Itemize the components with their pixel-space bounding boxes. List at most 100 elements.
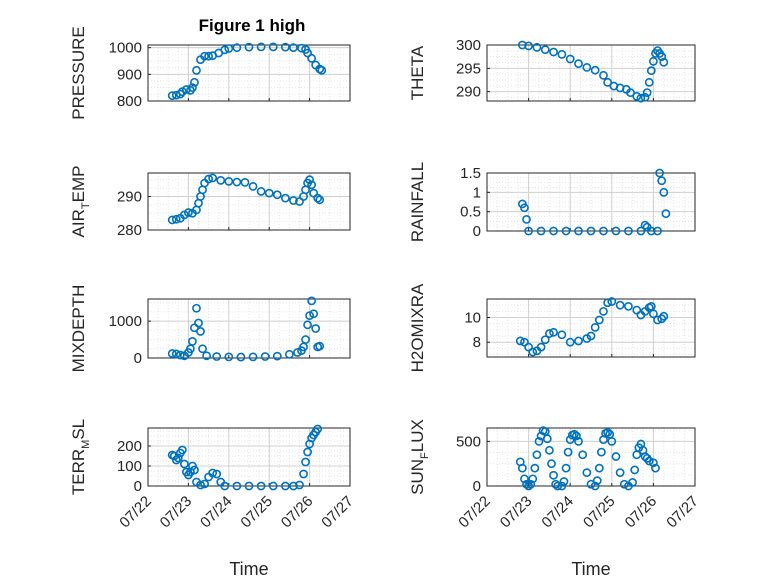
data-point — [540, 45, 550, 55]
data-point — [196, 480, 205, 490]
data-point — [268, 481, 278, 491]
data-point — [590, 65, 600, 75]
data-point — [540, 335, 550, 345]
y-axis-label: MIXDEPTH — [69, 285, 88, 373]
x-tick-label: 07/24 — [538, 493, 577, 532]
data-point — [640, 220, 650, 230]
data-point — [208, 173, 218, 183]
data-point — [611, 226, 621, 236]
figure-title: Figure 1 high — [199, 16, 306, 35]
data-point — [649, 458, 658, 468]
data-point — [528, 474, 538, 484]
data-point — [524, 226, 533, 236]
data-point — [599, 70, 608, 80]
data-point — [280, 193, 290, 203]
subplot-p6: 8 10 H2OMIXRA — [408, 283, 696, 372]
data-point — [167, 349, 177, 358]
y-tick-label: 500 — [456, 433, 481, 450]
data-point — [240, 177, 250, 187]
x-tick-label: 07/22 — [116, 493, 155, 532]
data-point — [307, 53, 317, 63]
y-axis-label: AIRTEMP — [69, 166, 92, 238]
x-tick-label: 07/25 — [237, 493, 276, 532]
data-point — [232, 177, 242, 187]
data-point — [175, 350, 185, 360]
data-point — [171, 455, 181, 465]
y-tick-label: 0.5 — [460, 204, 481, 221]
x-axis-label: Time — [229, 559, 268, 579]
data-point — [532, 450, 542, 460]
y-tick-label: 900 — [117, 66, 142, 83]
y-tick-label: 280 — [117, 222, 142, 239]
data-point — [188, 83, 197, 93]
x-tick-label: 07/25 — [580, 493, 619, 532]
y-axis-label: PRESSURE — [69, 26, 88, 120]
data-point — [636, 93, 646, 103]
data-point — [317, 65, 327, 75]
y-tick-label: 1000 — [109, 313, 142, 330]
x-tick-label: 07/27 — [318, 493, 357, 532]
data-point — [594, 315, 604, 325]
data-point — [590, 481, 600, 491]
data-point — [603, 298, 613, 308]
data-point — [200, 479, 209, 489]
data-point — [655, 168, 665, 178]
data-point — [565, 337, 575, 347]
data-point — [644, 456, 654, 466]
data-point — [515, 336, 525, 346]
data-point — [553, 481, 563, 491]
axes-box — [486, 172, 696, 232]
data-point — [549, 470, 558, 480]
data-point — [220, 45, 230, 55]
data-point — [578, 450, 588, 460]
data-point — [632, 91, 642, 101]
data-point — [289, 481, 298, 491]
data-point — [582, 63, 592, 72]
data-point — [313, 193, 323, 203]
x-tick-label: 07/26 — [622, 493, 661, 532]
data-point — [603, 77, 613, 87]
data-point — [542, 434, 552, 444]
subplot-p7: 0 100 200 TERRMSL 07/22 07/23 07/24 07/25 07/26 0… — [69, 419, 357, 579]
data-point — [607, 297, 617, 306]
y-tick-label: 0 — [134, 350, 142, 367]
data-point — [557, 330, 567, 340]
data-point — [599, 226, 608, 236]
data-point — [582, 468, 592, 478]
data-point — [315, 341, 325, 351]
x-tick-label: 07/27 — [663, 493, 702, 532]
data-point — [256, 42, 266, 52]
data-point — [167, 91, 177, 101]
data-point — [248, 182, 258, 191]
data-point — [659, 187, 669, 197]
data-point — [563, 447, 573, 457]
data-point — [594, 463, 604, 473]
data-point — [549, 226, 558, 236]
axes-box — [147, 172, 351, 231]
data-point — [561, 463, 571, 473]
data-point — [651, 463, 660, 473]
data-point — [624, 302, 633, 311]
data-point — [280, 42, 290, 52]
data-point — [520, 203, 529, 213]
data-point — [640, 92, 650, 102]
data-point — [204, 174, 213, 184]
data-point — [526, 479, 536, 489]
y-tick-label: 200 — [117, 438, 142, 455]
data-point — [659, 311, 669, 321]
data-point — [264, 188, 274, 198]
data-point — [561, 226, 571, 236]
data-point — [293, 348, 302, 357]
x-tick-label: 07/24 — [197, 493, 236, 532]
data-point — [545, 445, 554, 455]
subplot-p8: 0 500 SUNFLUX 07/22 07/23 07/24 07/25 07/26 07/2… — [408, 419, 702, 579]
data-point — [177, 445, 187, 455]
data-point — [202, 351, 211, 361]
data-point — [642, 88, 652, 97]
y-tick-label: 0 — [473, 223, 481, 240]
data-point — [559, 477, 569, 486]
y-tick-label: 1.5 — [460, 165, 481, 182]
data-point — [626, 88, 635, 97]
data-point — [179, 459, 189, 469]
data-point — [586, 331, 596, 341]
